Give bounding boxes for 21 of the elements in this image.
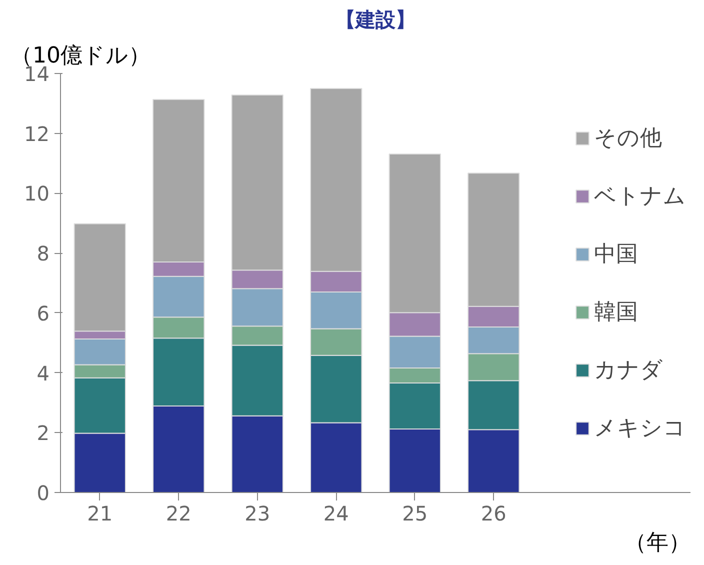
y-tick-label: 10 bbox=[24, 182, 50, 206]
chart-title: 【建設】 bbox=[336, 8, 416, 32]
legend-label: ベトナム bbox=[594, 182, 686, 210]
y-tick-label: 6 bbox=[36, 301, 50, 326]
legend-label: カナダ bbox=[594, 356, 663, 384]
y-tick-label: 4 bbox=[36, 361, 50, 386]
x-tick-label: 24 bbox=[323, 502, 349, 526]
legend-label: 中国 bbox=[594, 240, 638, 268]
x-tick-label: 26 bbox=[480, 502, 506, 526]
y-tick-label: 8 bbox=[36, 242, 50, 266]
x-axis-title: （年） bbox=[624, 530, 690, 556]
y-tick-label: 12 bbox=[24, 122, 50, 146]
x-tick-label: 25 bbox=[402, 502, 428, 526]
y-tick-label: 0 bbox=[36, 481, 50, 505]
x-tick-label: 21 bbox=[87, 502, 113, 526]
x-tick-label: 22 bbox=[166, 502, 192, 526]
x-tick-label: 23 bbox=[244, 502, 270, 526]
legend-label: その他 bbox=[594, 124, 662, 152]
legend-label: メキシコ bbox=[594, 414, 686, 442]
y-tick-label: 2 bbox=[36, 421, 50, 446]
legend-label: 韓国 bbox=[594, 298, 638, 326]
